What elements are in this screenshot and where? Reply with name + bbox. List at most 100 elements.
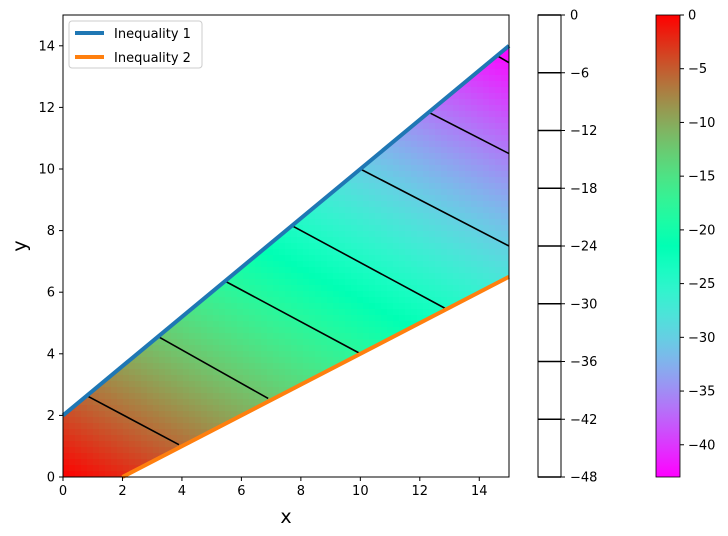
region-cell	[279, 261, 286, 268]
region-cell	[201, 429, 208, 436]
region-cell	[183, 405, 190, 412]
region-cell	[351, 315, 358, 322]
region-cell	[153, 345, 160, 352]
region-cell	[375, 207, 382, 214]
region-cell	[231, 375, 238, 382]
region-cell	[111, 411, 118, 418]
region-cell	[237, 285, 244, 292]
region-cell	[111, 381, 118, 388]
region-cell	[417, 165, 424, 172]
region-cell	[339, 315, 346, 322]
region-cell	[141, 351, 148, 358]
region-cell	[411, 309, 418, 316]
region-cell	[357, 189, 364, 196]
region-cell	[249, 291, 256, 298]
region-cell	[435, 279, 442, 286]
region-cell	[375, 237, 382, 244]
region-cell	[375, 219, 382, 226]
region-cell	[117, 441, 124, 448]
region-cell	[159, 333, 166, 340]
region-cell	[393, 183, 400, 190]
region-cell	[243, 381, 250, 388]
region-cell	[171, 417, 178, 424]
region-cell	[123, 435, 130, 442]
region-cell	[255, 363, 262, 370]
region-cell	[183, 363, 190, 370]
region-cell	[291, 381, 298, 388]
region-cell	[303, 267, 310, 274]
region-cell	[117, 369, 124, 376]
region-cell	[99, 453, 106, 460]
region-cell	[159, 399, 166, 406]
region-cell	[75, 417, 82, 424]
region-cell	[93, 471, 100, 478]
region-cell	[237, 333, 244, 340]
region-cell	[141, 435, 148, 442]
region-cell	[429, 231, 436, 238]
region-cell	[291, 231, 298, 238]
region-cell	[177, 339, 184, 346]
region-cell	[189, 351, 196, 358]
region-cell	[255, 333, 262, 340]
region-cell	[147, 399, 154, 406]
region-cell	[387, 207, 394, 214]
region-cell	[249, 303, 256, 310]
region-cell	[141, 399, 148, 406]
region-cell	[369, 321, 376, 328]
region-cell	[345, 201, 352, 208]
region-cell	[213, 303, 220, 310]
region-cell	[405, 237, 412, 244]
region-cell	[435, 285, 442, 292]
region-cell	[447, 159, 454, 166]
region-cell	[267, 255, 274, 262]
region-cell	[375, 195, 382, 202]
region-cell	[423, 279, 430, 286]
region-cell	[69, 447, 76, 454]
region-cell	[387, 165, 394, 172]
region-cell	[309, 309, 316, 316]
region-cell	[63, 435, 70, 442]
region-cell	[231, 381, 238, 388]
region-cell	[303, 363, 310, 370]
region-cell	[165, 447, 172, 454]
region-cell	[345, 183, 352, 190]
region-cell	[273, 243, 280, 250]
region-cell	[297, 273, 304, 280]
region-cell	[429, 225, 436, 232]
region-cell	[447, 243, 454, 250]
region-cell	[231, 315, 238, 322]
region-cell	[249, 357, 256, 364]
region-cell	[339, 297, 346, 304]
region-cell	[435, 303, 442, 310]
region-cell	[153, 453, 160, 460]
region-cell	[339, 213, 346, 220]
region-cell	[405, 315, 412, 322]
region-cell	[171, 441, 178, 448]
region-cell	[231, 345, 238, 352]
region-cell	[297, 303, 304, 310]
region-cell	[423, 291, 430, 298]
region-cell	[243, 279, 250, 286]
region-cell	[267, 243, 274, 250]
region-cell	[219, 339, 226, 346]
region-cell	[129, 387, 136, 394]
region-cell	[231, 327, 238, 334]
region-cell	[417, 249, 424, 256]
region-cell	[207, 315, 214, 322]
region-cell	[123, 387, 130, 394]
region-cell	[297, 243, 304, 250]
region-cell	[153, 387, 160, 394]
region-cell	[369, 231, 376, 238]
region-cell	[159, 405, 166, 412]
region-cell	[261, 321, 268, 328]
region-cell	[93, 465, 100, 472]
region-cell	[237, 405, 244, 412]
region-cell	[417, 261, 424, 268]
region-cell	[321, 345, 328, 352]
region-cell	[369, 207, 376, 214]
region-cell	[117, 459, 124, 466]
region-cell	[243, 309, 250, 316]
region-cell	[165, 375, 172, 382]
region-cell	[435, 219, 442, 226]
region-cell	[441, 141, 448, 148]
